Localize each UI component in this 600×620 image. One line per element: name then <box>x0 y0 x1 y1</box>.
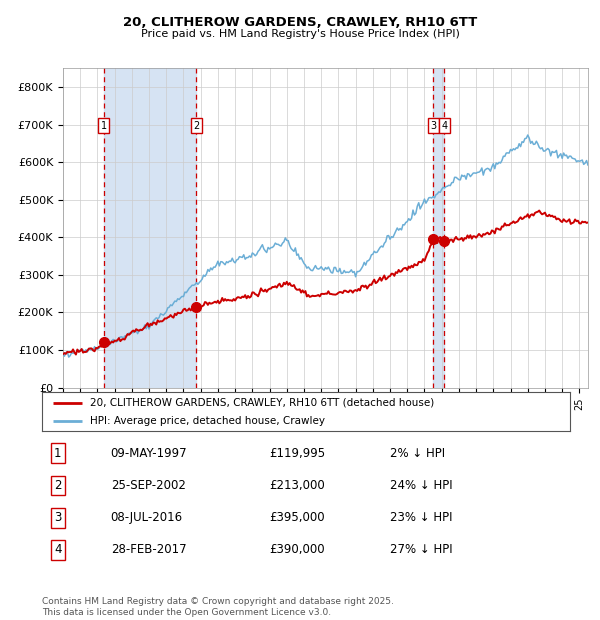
Text: 2% ↓ HPI: 2% ↓ HPI <box>391 447 446 459</box>
Text: 25-SEP-2002: 25-SEP-2002 <box>110 479 185 492</box>
Text: 1: 1 <box>101 121 107 131</box>
Text: 24% ↓ HPI: 24% ↓ HPI <box>391 479 453 492</box>
Text: 23% ↓ HPI: 23% ↓ HPI <box>391 512 453 524</box>
Text: 2: 2 <box>193 121 199 131</box>
Text: 20, CLITHEROW GARDENS, CRAWLEY, RH10 6TT: 20, CLITHEROW GARDENS, CRAWLEY, RH10 6TT <box>123 16 477 29</box>
Text: 08-JUL-2016: 08-JUL-2016 <box>110 512 183 524</box>
Bar <box>433 68 445 388</box>
Text: Contains HM Land Registry data © Crown copyright and database right 2025.
This d: Contains HM Land Registry data © Crown c… <box>42 598 394 617</box>
Text: 4: 4 <box>442 121 448 131</box>
Text: £213,000: £213,000 <box>269 479 325 492</box>
Text: £390,000: £390,000 <box>269 544 325 556</box>
Text: 3: 3 <box>54 512 62 524</box>
Text: £119,995: £119,995 <box>269 447 325 459</box>
Text: 1: 1 <box>54 447 62 459</box>
Text: £395,000: £395,000 <box>269 512 325 524</box>
Text: 2: 2 <box>54 479 62 492</box>
Text: HPI: Average price, detached house, Crawley: HPI: Average price, detached house, Craw… <box>89 416 325 426</box>
Text: Price paid vs. HM Land Registry's House Price Index (HPI): Price paid vs. HM Land Registry's House … <box>140 29 460 39</box>
Text: 4: 4 <box>54 544 62 556</box>
Text: 28-FEB-2017: 28-FEB-2017 <box>110 544 186 556</box>
Text: 3: 3 <box>430 121 436 131</box>
Text: 27% ↓ HPI: 27% ↓ HPI <box>391 544 453 556</box>
Text: 20, CLITHEROW GARDENS, CRAWLEY, RH10 6TT (detached house): 20, CLITHEROW GARDENS, CRAWLEY, RH10 6TT… <box>89 398 434 408</box>
Text: 09-MAY-1997: 09-MAY-1997 <box>110 447 187 459</box>
Bar <box>104 68 196 388</box>
